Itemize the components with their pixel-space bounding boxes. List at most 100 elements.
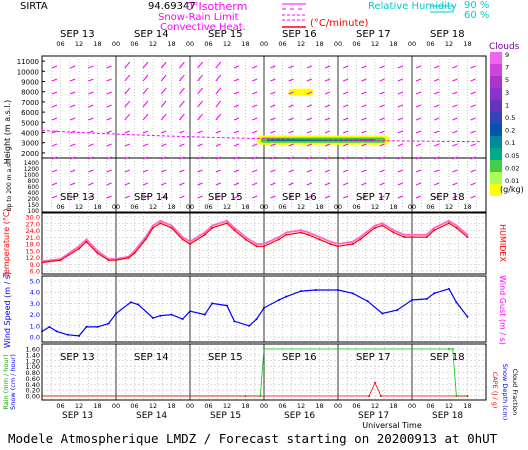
wind-vector [106,65,112,69]
isotherm-line [41,129,481,143]
wind-vector [106,117,112,121]
wind-vector [306,78,312,82]
wind-speed-line-point [425,297,428,300]
wind-vector [288,169,294,173]
wind-vector [233,182,240,186]
wind-vector [379,156,385,160]
wind-vector [215,143,221,147]
wind-vector [197,143,203,147]
wind-vector [434,117,440,121]
wind-vector [415,130,422,134]
wind-speed-line-point [351,292,354,295]
wind-vector [124,156,130,160]
wind-vector [415,169,422,173]
wind-vector [379,143,385,147]
wind-vector [452,117,458,121]
wind-vector [452,195,458,199]
hour-label: 00 [334,40,342,48]
hour-label: 00 [260,203,268,211]
day-label: SEP 14 [134,352,169,363]
day-label: SEP 14 [134,192,169,203]
humidex-line-point [233,226,236,229]
humidex-line-point [359,236,362,239]
wind-speed-line-point [48,325,51,328]
wind-vector [379,169,385,173]
hour-label: 18 [315,203,323,211]
wind-vector [161,156,167,160]
hour-label: 12 [371,203,379,211]
humidex-line-point [351,240,354,243]
wind-vector [179,87,185,95]
wind-vector [160,100,167,108]
humidex-line-point [263,243,265,245]
hour-label: 06 [56,402,64,410]
wind-vector [88,182,94,186]
wind-vector [361,65,367,69]
wind-vector [324,91,331,95]
humidex-line-point [329,240,332,243]
hour-label: 18 [241,40,249,48]
wind-vector [233,169,240,173]
wind-vector [124,74,131,82]
wind-speed-line-point [170,313,173,316]
wind-vector [270,78,276,82]
y-tick-label: 27.0 [26,220,40,228]
cloud-scale-label: 5 [505,76,509,84]
day-label: SEP 15 [208,352,243,363]
wind-vector [343,78,349,82]
wind-vector [70,169,76,173]
wind-vector [324,78,331,82]
wind-vector [88,78,94,82]
wind-vector [252,143,258,147]
wind-vector [70,117,76,121]
y-tick-label: 24.0 [26,227,40,235]
humidex-line-point [455,224,458,227]
height-tick-label: 800 [28,178,40,185]
wind-vector [252,169,258,173]
wind-vector [142,169,149,173]
humidex-line-point [374,224,376,227]
y-tick-label: 1.60 [26,346,40,354]
day-label: SEP 17 [356,192,391,203]
wind-vector [415,182,422,186]
wind-speed-line-point [448,287,450,290]
y-tick-label: 1.40 [26,351,40,359]
wind-vector [179,74,185,82]
wind-vector [124,195,130,199]
wind-vector [142,143,149,147]
hour-label: 12 [75,203,83,211]
humidex-line-point [337,243,339,245]
convective-legend-label: Convective Heat. [160,22,246,33]
wind-vector [124,113,131,121]
hour-label: 06 [426,40,434,48]
cloud-fraction-line-point [448,348,450,350]
wind-vector [361,117,367,121]
height-tick-label: 600 [28,184,40,191]
temperature-line-point [170,226,173,229]
wind-vector [160,87,167,95]
wind-vector [197,130,203,134]
wind-vector [124,143,130,147]
height-tick-label: 1200 [24,166,39,173]
cloud-scale-swatch [490,76,502,88]
wind-vector [470,65,476,69]
hour-label: 06 [204,40,212,48]
wind-vector [252,156,258,160]
wind-vector [233,91,240,95]
hour-label: 00 [186,40,194,48]
wind-vector [415,91,422,95]
cloud-scale-swatch [490,124,502,136]
rh-legend-label: Relative Humidity [368,1,457,12]
height-tick-label: 9000 [21,79,39,87]
wind-vector [415,104,422,108]
wind-vector [434,104,440,108]
wind-vector [160,74,167,82]
cloud-scale-swatch [490,100,502,112]
wind-vector [142,87,149,95]
temperature-line-point [159,222,162,225]
hour-label: 18 [315,40,323,48]
hour-label: 12 [371,402,379,410]
cloud-scale-swatch [490,52,502,64]
